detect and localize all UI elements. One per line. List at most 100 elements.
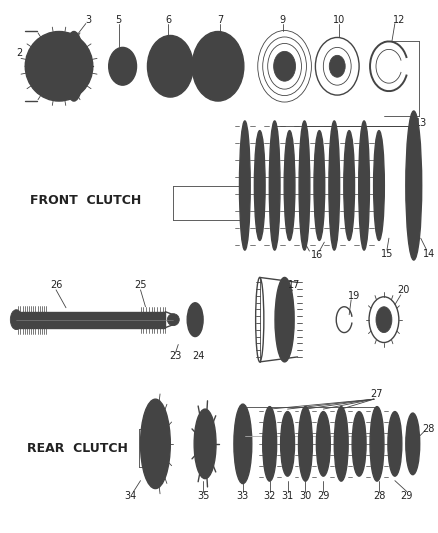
Text: 7: 7 (217, 14, 223, 25)
Text: 2: 2 (16, 49, 22, 58)
Ellipse shape (329, 121, 339, 250)
Ellipse shape (298, 407, 312, 481)
Text: 29: 29 (317, 490, 329, 500)
Ellipse shape (271, 141, 278, 230)
Ellipse shape (234, 404, 252, 483)
Ellipse shape (109, 47, 137, 85)
Ellipse shape (64, 31, 84, 101)
Ellipse shape (25, 31, 93, 101)
Text: 33: 33 (237, 490, 249, 500)
Ellipse shape (284, 131, 295, 240)
Ellipse shape (238, 419, 248, 469)
Ellipse shape (316, 148, 323, 223)
Bar (16, 312, 165, 328)
Ellipse shape (263, 407, 277, 481)
Text: 19: 19 (348, 291, 360, 301)
Ellipse shape (360, 141, 367, 230)
Ellipse shape (346, 148, 353, 223)
Text: 23: 23 (169, 351, 181, 361)
Ellipse shape (240, 121, 250, 250)
Text: 32: 32 (264, 490, 276, 500)
Ellipse shape (337, 420, 345, 468)
Text: 10: 10 (333, 14, 345, 25)
Text: 24: 24 (192, 351, 204, 361)
Text: 28: 28 (423, 424, 435, 434)
Ellipse shape (406, 111, 422, 260)
Ellipse shape (319, 424, 327, 464)
Ellipse shape (187, 303, 203, 336)
Ellipse shape (301, 141, 308, 230)
Ellipse shape (355, 424, 363, 464)
Ellipse shape (283, 424, 292, 464)
Ellipse shape (329, 55, 345, 77)
Ellipse shape (192, 31, 244, 101)
Text: 31: 31 (282, 490, 294, 500)
Ellipse shape (199, 426, 211, 462)
Text: 9: 9 (279, 14, 286, 25)
Ellipse shape (334, 407, 348, 481)
Ellipse shape (373, 420, 381, 468)
Ellipse shape (167, 314, 179, 326)
Text: 25: 25 (134, 280, 147, 290)
Text: 26: 26 (50, 280, 62, 290)
Text: 5: 5 (116, 14, 122, 25)
Ellipse shape (359, 121, 369, 250)
Ellipse shape (410, 121, 418, 250)
Ellipse shape (208, 52, 228, 80)
Text: 13: 13 (415, 118, 427, 128)
Ellipse shape (409, 425, 416, 463)
Ellipse shape (375, 148, 382, 223)
Ellipse shape (352, 411, 366, 476)
Text: 34: 34 (124, 490, 137, 500)
Text: 20: 20 (398, 285, 410, 295)
Ellipse shape (301, 420, 309, 468)
Text: 35: 35 (197, 490, 209, 500)
Ellipse shape (331, 141, 338, 230)
Ellipse shape (391, 424, 399, 464)
Text: 30: 30 (299, 490, 311, 500)
Ellipse shape (254, 131, 265, 240)
Ellipse shape (274, 51, 296, 81)
Ellipse shape (344, 131, 354, 240)
Ellipse shape (11, 310, 22, 329)
Ellipse shape (191, 310, 199, 329)
Text: 3: 3 (86, 14, 92, 25)
Ellipse shape (269, 121, 280, 250)
Ellipse shape (316, 411, 330, 476)
Ellipse shape (374, 131, 384, 240)
Ellipse shape (200, 42, 236, 91)
Ellipse shape (146, 416, 164, 472)
Ellipse shape (370, 407, 384, 481)
Ellipse shape (150, 427, 160, 461)
Text: 16: 16 (311, 250, 324, 260)
Text: 12: 12 (392, 14, 405, 25)
Text: 13: 13 (408, 128, 420, 138)
Ellipse shape (279, 294, 290, 345)
Ellipse shape (68, 49, 80, 84)
Text: REAR  CLUTCH: REAR CLUTCH (28, 442, 128, 455)
Ellipse shape (194, 409, 216, 479)
Text: 15: 15 (381, 249, 393, 259)
Ellipse shape (241, 141, 248, 230)
Text: 27: 27 (371, 389, 383, 399)
Ellipse shape (148, 36, 193, 97)
Ellipse shape (286, 148, 293, 223)
Ellipse shape (155, 45, 185, 87)
Ellipse shape (115, 54, 131, 78)
Ellipse shape (256, 148, 263, 223)
Ellipse shape (266, 420, 274, 468)
Ellipse shape (281, 411, 294, 476)
Ellipse shape (275, 278, 294, 362)
Ellipse shape (314, 131, 325, 240)
Ellipse shape (376, 307, 392, 333)
Text: 17: 17 (288, 280, 301, 290)
Text: 29: 29 (401, 490, 413, 500)
Ellipse shape (299, 121, 310, 250)
Text: 14: 14 (423, 249, 435, 259)
Text: FRONT  CLUTCH: FRONT CLUTCH (30, 194, 141, 207)
Text: 28: 28 (373, 490, 385, 500)
Ellipse shape (388, 411, 402, 476)
Ellipse shape (406, 413, 420, 475)
Text: 6: 6 (165, 14, 171, 25)
Ellipse shape (141, 399, 170, 489)
